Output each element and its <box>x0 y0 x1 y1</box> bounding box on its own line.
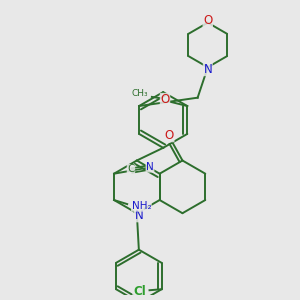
Text: C: C <box>127 164 135 175</box>
Text: N: N <box>134 209 143 222</box>
Text: O: O <box>165 129 174 142</box>
Text: O: O <box>160 93 169 106</box>
Text: CH₃: CH₃ <box>131 89 148 98</box>
Text: N: N <box>146 162 154 172</box>
Text: NH₂: NH₂ <box>132 201 151 211</box>
Text: O: O <box>203 14 212 27</box>
Text: Cl: Cl <box>133 285 146 298</box>
Text: N: N <box>203 63 212 76</box>
